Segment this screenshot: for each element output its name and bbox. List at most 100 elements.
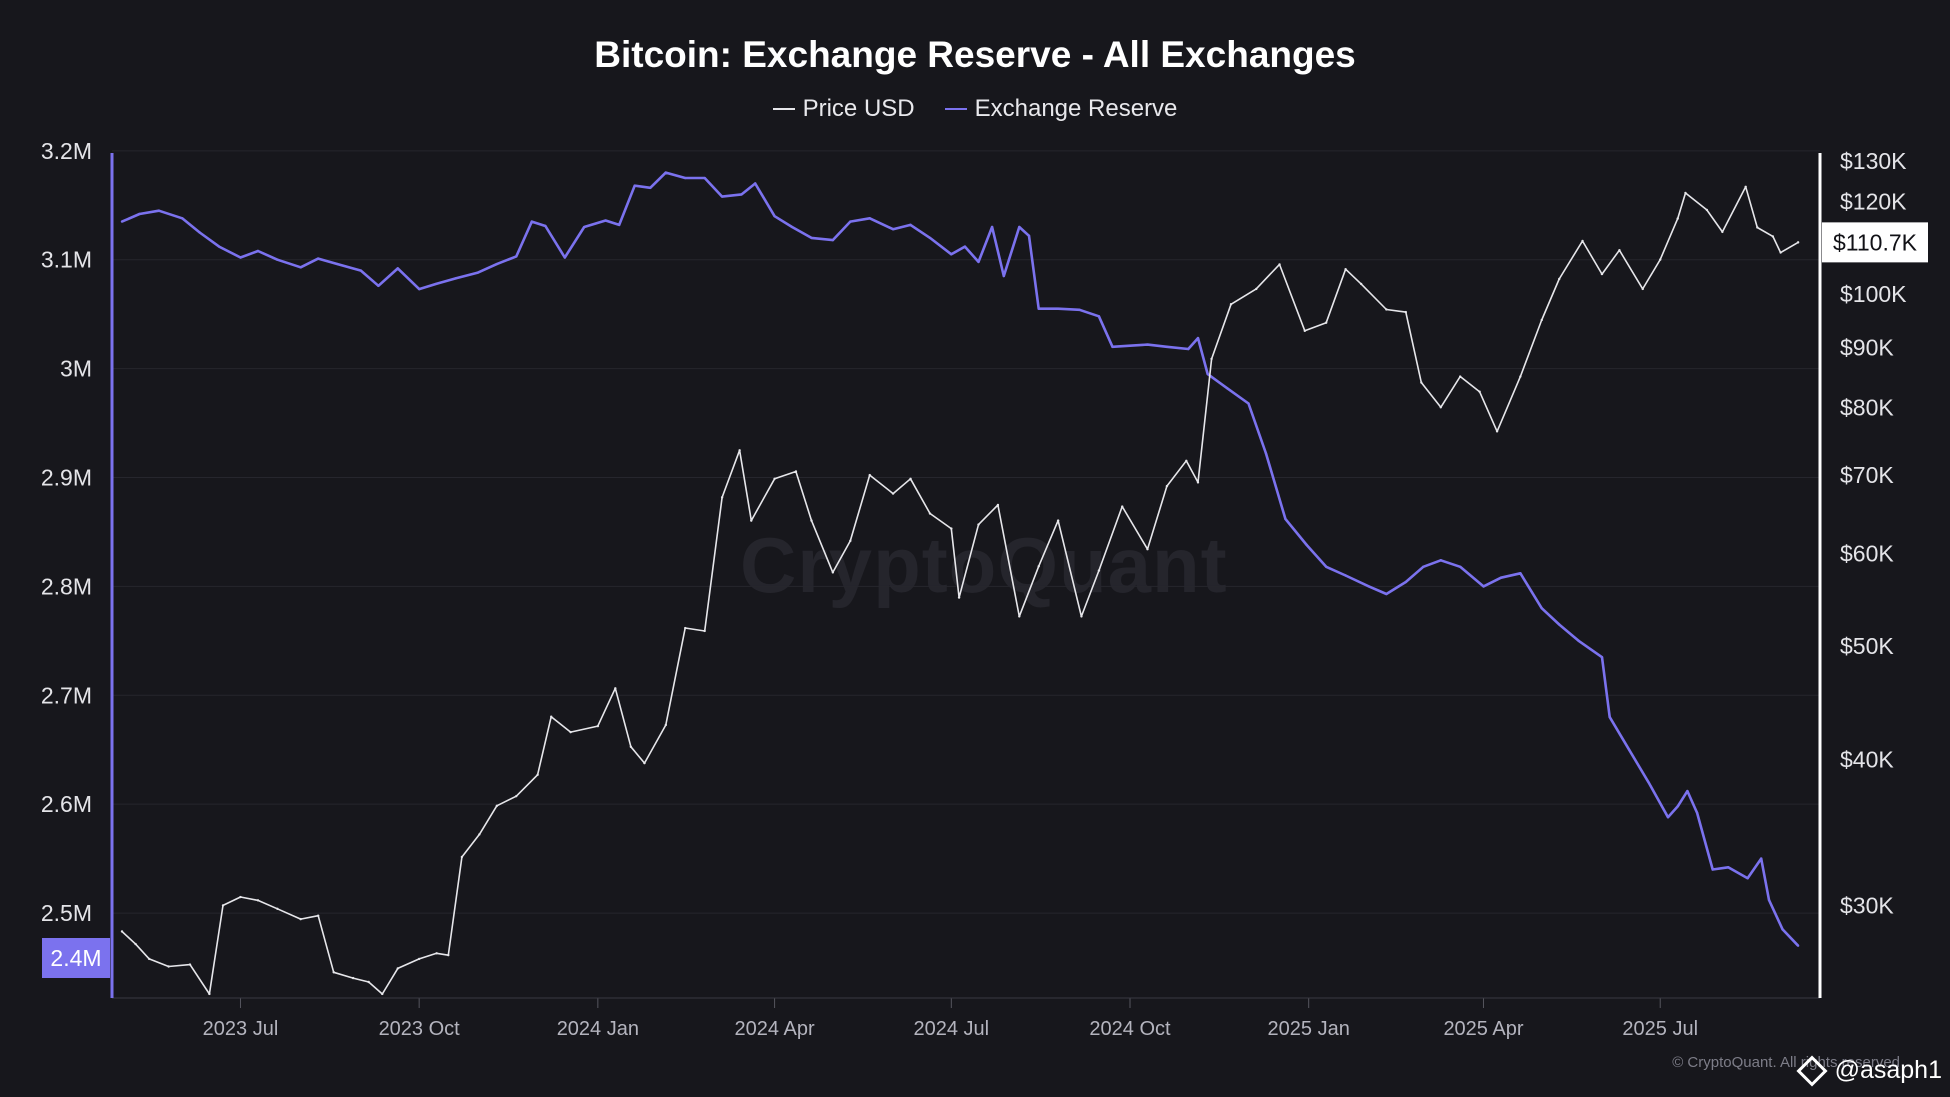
data-point [1684,191,1687,195]
y-right-tick-label: $130K [1840,148,1907,174]
data-point [1359,282,1363,286]
x-tick-label: 2024 Jul [914,1018,990,1040]
data-point [435,952,438,955]
y-left-tick-label: 2.7M [41,682,92,708]
data-point [1367,585,1371,588]
data-point [256,249,260,253]
data-point [536,773,539,776]
data-point [1641,287,1644,291]
y-right-tick-label: $50K [1840,633,1894,659]
data-point [276,907,279,911]
data-point [649,186,652,190]
data-point [396,967,399,970]
data-point [1264,452,1268,455]
data-point [336,262,339,266]
data-point [773,477,776,480]
data-point [794,470,798,473]
data-point [977,523,980,526]
data-point [703,176,706,180]
data-point [299,266,302,269]
data-point [476,271,479,274]
data-point [1499,576,1503,579]
data-point [928,512,932,515]
data-point [1404,580,1407,584]
data-point [740,193,743,196]
data-point [134,942,137,946]
current-price-badge [1822,222,1928,263]
data-point [629,745,633,748]
data-point [256,899,260,902]
data-point [157,209,161,212]
data-point [1540,606,1543,610]
data-point [1705,208,1709,212]
data-point [167,965,170,968]
y-right-tick-label: $120K [1840,188,1907,214]
data-point [120,220,124,223]
data-point [1760,857,1763,860]
data-point [1210,357,1213,361]
data-point [478,833,481,836]
y-left-tick-label: 3.1M [41,247,92,273]
data-point [530,220,534,223]
data-point [664,723,668,727]
data-point [583,225,586,229]
copyright-note: © CryptoQuant. All rights reserved [1672,1054,1900,1071]
legend-item-price[interactable]: Price USD [772,95,915,123]
data-point [1779,251,1782,254]
data-point [276,258,279,261]
data-point [977,260,980,264]
data-point [1404,310,1407,314]
x-tick-label: 2025 Jan [1268,1018,1350,1040]
data-point [684,626,687,630]
data-point [1796,241,1800,244]
data-point [569,730,572,734]
data-point [1187,347,1190,351]
data-point [435,282,438,285]
data-point [396,267,399,270]
data-point [188,963,192,966]
data-point [1422,565,1425,568]
data-point [738,449,741,452]
data-point [1146,343,1149,346]
data-point [1458,565,1462,568]
data-point [1121,505,1124,508]
data-point [1146,547,1149,551]
data-point [332,971,335,974]
x-tick-label: 2024 Apr [735,1018,815,1040]
data-point [1385,308,1388,311]
data-point [1303,329,1306,333]
y-left-tick-label: 2.5M [41,900,92,926]
data-point [417,957,421,961]
data-point [1608,715,1611,719]
data-point [447,953,450,957]
data-point [1097,315,1101,318]
data-point [1577,639,1580,643]
data-point [633,184,636,187]
data-point [1581,239,1584,243]
data-point [720,195,724,198]
legend-label-price: Price USD [802,95,915,122]
data-point [1278,263,1281,266]
data-point [495,262,499,266]
data-point [239,256,242,259]
data-point [950,253,953,256]
x-tick-label: 2024 Oct [1089,1018,1171,1040]
watermark: CryptoQuant [740,521,1228,609]
data-point [1056,307,1060,310]
data-point [381,992,384,996]
data-point [1037,565,1040,568]
legend-item-exchange-reserve[interactable]: Exchange Reserve [944,95,1177,123]
x-tick-label: 2023 Jul [203,1018,279,1040]
data-point [377,284,380,288]
data-point [891,228,895,231]
data-point [1686,789,1689,793]
y-left-tick-label: 2.6M [41,791,92,817]
data-point [1420,381,1423,384]
data-point [1185,459,1188,463]
series-line-price-usd [121,186,1799,995]
series-line-exchange-reserve [121,171,1800,947]
y-right-tick-label: $60K [1840,540,1894,566]
current-reserve-badge [42,938,110,978]
data-point [454,277,458,280]
